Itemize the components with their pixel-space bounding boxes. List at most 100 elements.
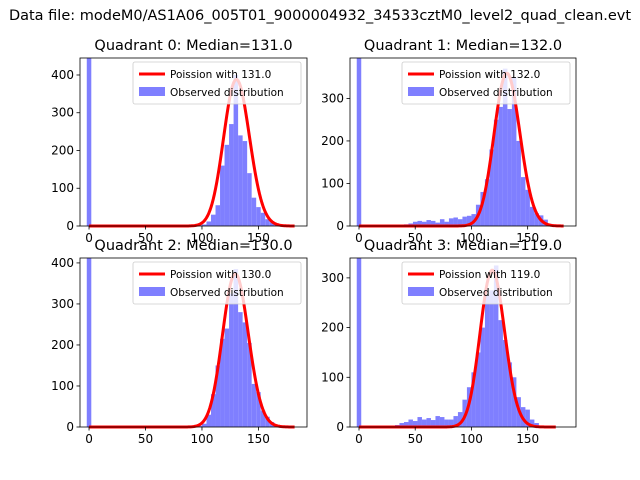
y-tick-label: 200 <box>51 143 74 157</box>
histogram-bar <box>520 177 526 226</box>
histogram-bar <box>265 219 270 226</box>
y-tick-label: 100 <box>51 379 74 393</box>
histogram-bar <box>229 124 234 226</box>
legend-observed-label: Observed distribution <box>439 287 553 299</box>
histogram-bar <box>439 417 445 427</box>
histogram-bar <box>475 352 481 427</box>
histogram-bar <box>453 416 458 427</box>
histogram-bar <box>507 362 512 427</box>
y-tick-label: 300 <box>321 271 344 285</box>
figure-suptitle: Data file: modeM0/AS1A06_005T01_90000049… <box>9 8 631 24</box>
quadrant-3-panel: 0 50 100 150 0 100 200 300 Quadrant 3: Median=11… <box>321 238 577 446</box>
histogram-bar <box>462 216 467 226</box>
histogram-bar-zero <box>86 58 92 226</box>
histogram-bar <box>412 421 418 427</box>
x-tick-label: 0 <box>355 231 363 245</box>
histogram-bar <box>502 68 508 227</box>
legend-observed-swatch <box>139 87 165 96</box>
x-tick-label: 150 <box>516 231 539 245</box>
histogram-bar <box>484 295 490 427</box>
y-tick-label: 100 <box>51 181 74 195</box>
histogram-bar <box>480 191 485 226</box>
legend-box <box>132 61 302 105</box>
x-tick-label: 150 <box>247 432 270 446</box>
histogram-bar <box>229 293 234 427</box>
axes-frame <box>79 57 308 227</box>
histogram-bar <box>493 119 499 226</box>
y-tick-label: 400 <box>51 256 74 270</box>
axes-frame <box>349 57 577 227</box>
histogram-bar <box>439 219 445 226</box>
histogram-bar <box>251 383 257 427</box>
histogram-bar <box>430 420 436 427</box>
x-tick-label: 100 <box>460 432 483 446</box>
histogram-bar <box>251 197 257 226</box>
histogram-bar <box>511 77 517 226</box>
histogram-bar <box>242 322 248 427</box>
legend-observed-swatch <box>139 287 165 296</box>
histogram-bar <box>525 189 530 226</box>
histogram-bar <box>453 217 458 226</box>
histogram-bar <box>489 290 494 427</box>
histogram-bar <box>206 221 212 226</box>
y-tick-label: 300 <box>51 106 74 120</box>
x-tick-label: 0 <box>85 231 93 245</box>
histogram-bar <box>256 207 261 226</box>
legend-poisson-label: Poission with 119.0 <box>439 269 540 281</box>
histogram-bar <box>480 327 485 427</box>
x-tick-label: 100 <box>191 432 214 446</box>
histogram-bar <box>211 214 216 226</box>
histogram-bar <box>529 419 535 427</box>
legend-observed-swatch <box>408 87 434 96</box>
histogram-bar <box>484 179 490 226</box>
histogram-bar <box>238 135 243 226</box>
histogram-bar <box>238 312 243 427</box>
legend-box <box>401 261 571 305</box>
quadrant-0-panel: 0 50 100 150 0 100 200 300 400 Quadrant 0: Median… <box>51 38 308 245</box>
histogram-bar <box>403 422 409 427</box>
y-tick-label: 200 <box>321 321 344 335</box>
histogram-bar <box>206 414 212 427</box>
histogram-bar <box>466 215 472 226</box>
histogram-bar <box>215 205 221 226</box>
histogram-bar <box>233 269 239 427</box>
histogram-bar <box>201 224 207 226</box>
histogram-bar <box>457 412 463 427</box>
histogram-bar <box>421 221 427 226</box>
x-tick-label: 150 <box>247 231 270 245</box>
histogram-bar <box>457 219 463 226</box>
y-tick-label: 0 <box>66 420 74 434</box>
histogram-bar <box>435 416 440 427</box>
legend-observed-label: Observed distribution <box>170 287 284 299</box>
y-tick-label: 0 <box>66 219 74 233</box>
histogram-bar <box>201 423 207 427</box>
histogram-bar <box>399 423 404 427</box>
histogram-bar <box>435 222 440 226</box>
histogram-bar <box>417 417 422 427</box>
y-tick-label: 200 <box>321 134 344 148</box>
x-tick-label: 50 <box>408 432 423 446</box>
quadrant-1-panel: 0 50 100 150 0 100 200 300 Quadrant 1: Median=13… <box>321 38 577 245</box>
histogram-bar <box>493 265 499 427</box>
axes-frame <box>349 257 577 428</box>
histogram-bar <box>417 220 422 226</box>
histogram-bar <box>224 144 230 226</box>
y-tick-label: 0 <box>336 420 344 434</box>
histogram-bar <box>516 140 521 226</box>
histogram-bar <box>408 419 413 427</box>
panel-title: Quadrant 2: Median=130.0 <box>94 238 292 254</box>
histogram-bar <box>233 74 239 226</box>
histogram-bar <box>242 141 248 226</box>
legend-observed-swatch <box>408 287 434 296</box>
histogram-bar <box>220 165 225 226</box>
histogram-bar <box>529 206 535 226</box>
y-tick-label: 100 <box>321 176 344 190</box>
histogram-bar <box>247 342 252 427</box>
histogram-bar <box>430 220 436 226</box>
histogram-bar <box>426 418 431 427</box>
legend-observed-label: Observed distribution <box>439 87 553 99</box>
histogram-bar <box>426 220 431 226</box>
histogram-bar <box>224 328 230 427</box>
x-tick-label: 100 <box>460 231 483 245</box>
